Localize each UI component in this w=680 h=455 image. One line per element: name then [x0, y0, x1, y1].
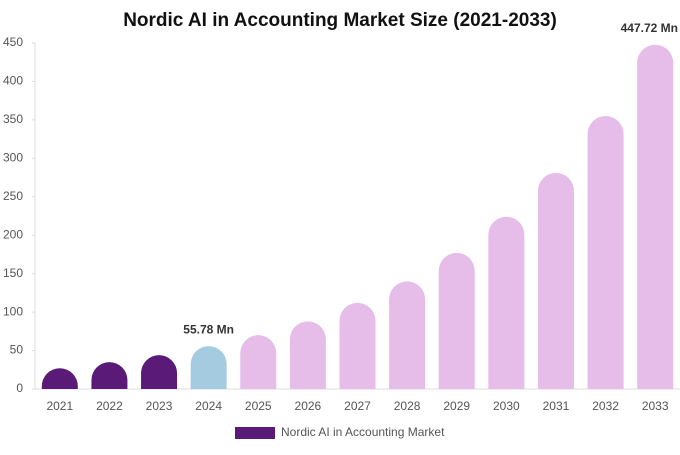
x-tick-label: 2031 [543, 399, 570, 413]
bar [438, 252, 475, 389]
bar [141, 355, 178, 389]
bar [339, 302, 376, 389]
x-tick-label: 2023 [146, 399, 173, 413]
y-tick-label: 50 [10, 343, 24, 357]
bar [389, 281, 426, 389]
bar [637, 44, 674, 389]
legend-label: Nordic AI in Accounting Market [281, 425, 445, 439]
bar [537, 172, 574, 389]
bar [190, 346, 227, 389]
bar [587, 116, 624, 390]
x-tick-label: 2026 [295, 399, 322, 413]
x-tick-label: 2028 [394, 399, 421, 413]
y-tick-label: 200 [3, 227, 23, 241]
y-tick-label: 350 [3, 112, 23, 126]
bar [91, 362, 128, 389]
bar [41, 368, 78, 389]
bar [240, 335, 277, 389]
y-tick-label: 250 [3, 189, 23, 203]
value-label: 55.78 Mn [183, 322, 234, 336]
x-tick-label: 2032 [592, 399, 619, 413]
x-tick-label: 2022 [96, 399, 123, 413]
x-tick-label: 2021 [46, 399, 73, 413]
x-tick-label: 2024 [195, 399, 222, 413]
y-tick-label: 400 [3, 74, 23, 88]
bar [289, 321, 326, 389]
x-tick-label: 2025 [245, 399, 272, 413]
x-tick-label: 2033 [642, 399, 669, 413]
y-tick-label: 150 [3, 266, 23, 280]
value-label: 447.72 Mn [621, 21, 678, 35]
y-tick-label: 300 [3, 151, 23, 165]
y-tick-label: 0 [16, 381, 23, 395]
legend-swatch [235, 427, 275, 439]
bar [488, 216, 525, 389]
x-tick-label: 2027 [344, 399, 371, 413]
y-tick-label: 450 [3, 35, 23, 49]
x-tick-label: 2030 [493, 399, 520, 413]
y-tick-label: 100 [3, 304, 23, 318]
x-tick-label: 2029 [443, 399, 470, 413]
chart-title: Nordic AI in Accounting Market Size (202… [123, 10, 557, 31]
